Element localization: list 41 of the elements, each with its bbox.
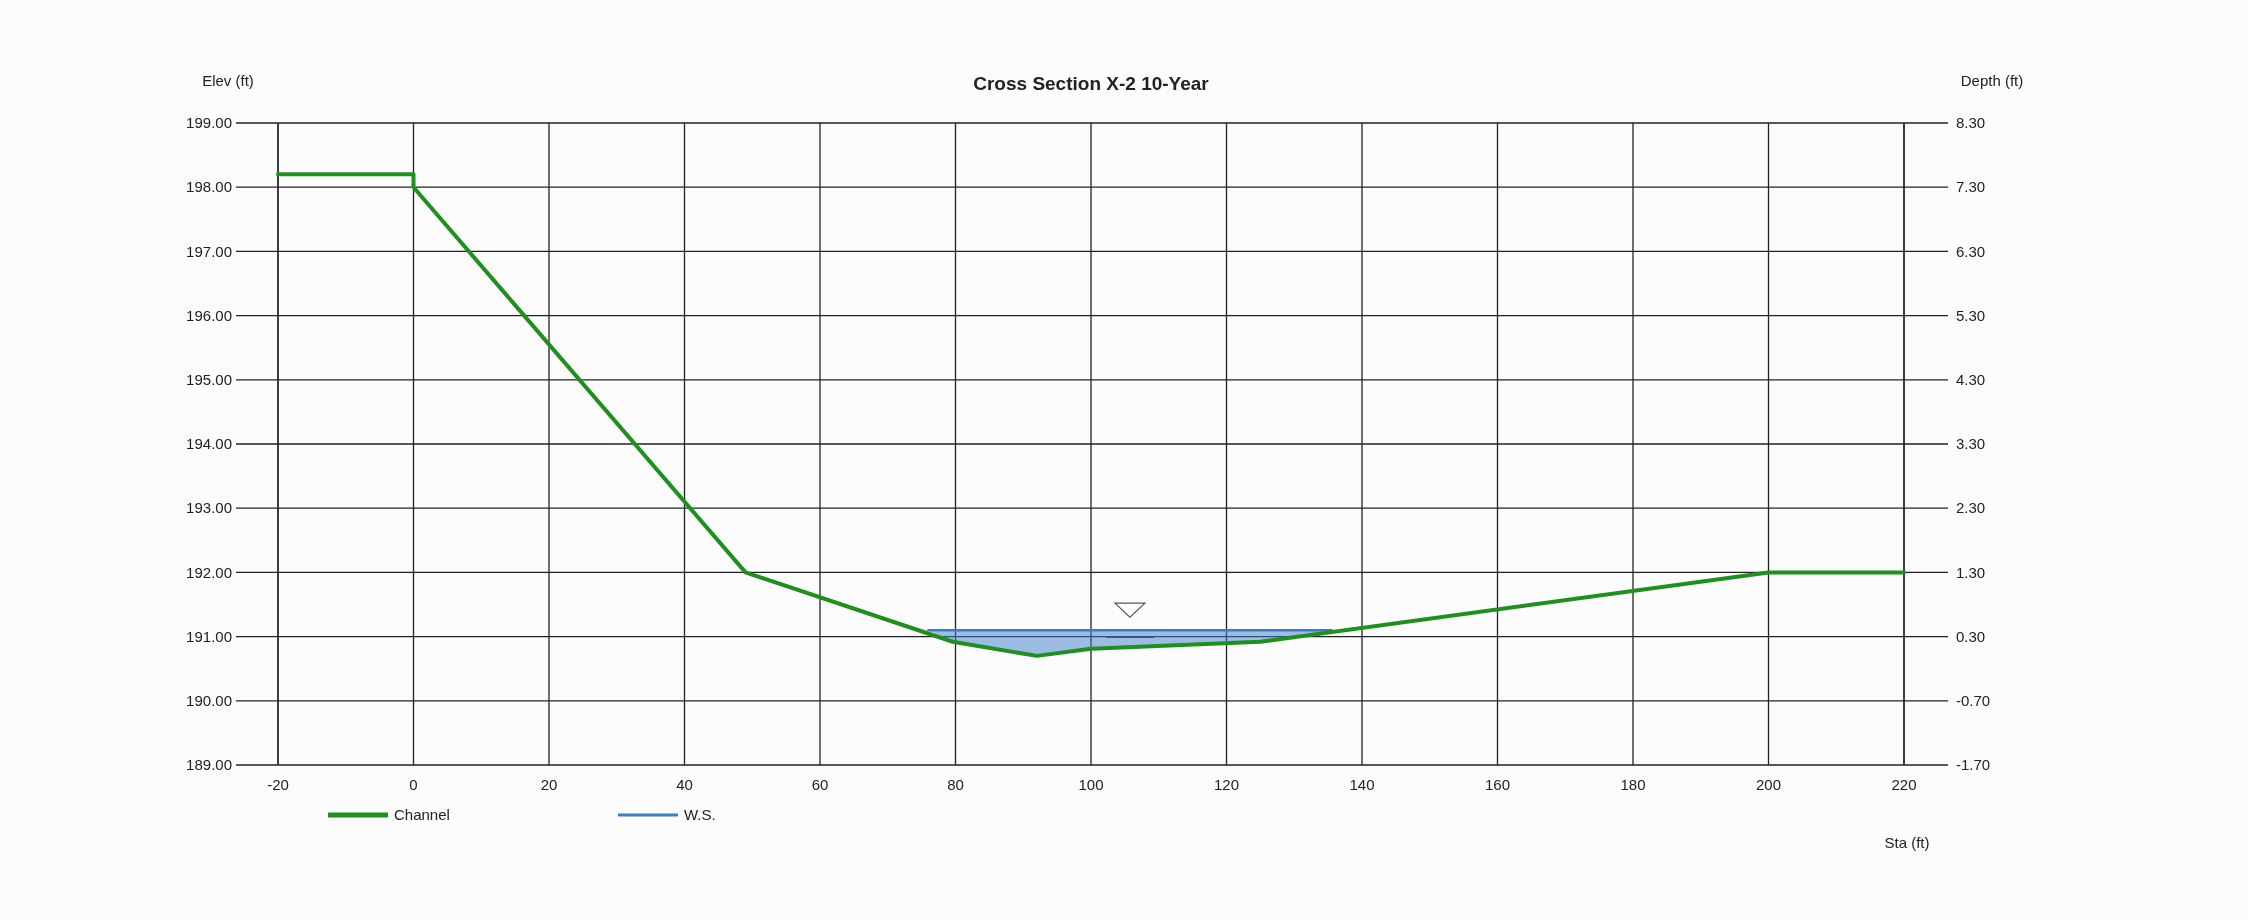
legend-label: W.S. [684, 806, 716, 824]
y-tick-label: 194.00 [186, 435, 232, 453]
y2-tick-label: 6.30 [1956, 242, 1986, 260]
x-tick-label: 140 [1349, 776, 1375, 793]
y-tick-label: 195.00 [186, 371, 232, 389]
y-tick-label: 192.00 [186, 563, 232, 581]
y2-tick-label: 5.30 [1956, 306, 1986, 324]
y-tick-label: 191.00 [186, 627, 232, 645]
x-tick-label: 60 [811, 776, 829, 793]
x-tick-label: 100 [1078, 776, 1104, 793]
x-axis-title: Sta (ft) [1884, 834, 1930, 851]
y2-tick-label: -1.70 [1956, 756, 1991, 774]
y2-tick-label: 8.30 [1956, 114, 1986, 132]
x-tick-label: 80 [947, 776, 964, 793]
x-tick-label: 200 [1755, 776, 1782, 793]
x-tick-label: 120 [1213, 776, 1240, 793]
y-tick-label: 197.00 [186, 242, 232, 260]
y2-tick-label: -0.70 [1956, 692, 1991, 710]
legend-label: Channel [394, 806, 450, 824]
y2-tick-label: 0.30 [1956, 627, 1986, 645]
x-tick-label: 20 [540, 776, 558, 793]
y-tick-label: 198.00 [186, 178, 232, 196]
chart-title: Cross Section X-2 10-Year [973, 73, 1210, 94]
y2-tick-label: 3.30 [1956, 435, 1986, 453]
y2-axis-title: Depth (ft) [1960, 72, 2024, 89]
y2-tick-label: 7.30 [1956, 178, 1986, 196]
x-tick-label: 180 [1620, 776, 1646, 793]
x-tick-label: -20 [267, 776, 289, 793]
y-tick-label: 196.00 [186, 306, 232, 324]
y-tick-label: 190.00 [186, 692, 232, 710]
y-tick-label: 189.00 [186, 756, 232, 774]
x-tick-label: 220 [1891, 776, 1917, 793]
y-axis-title: Elev (ft) [202, 72, 254, 89]
y2-tick-label: 1.30 [1956, 563, 1986, 581]
y2-tick-label: 4.30 [1956, 371, 1986, 389]
x-tick-label: 160 [1484, 776, 1511, 793]
x-tick-label: 0 [409, 776, 418, 793]
y-tick-label: 193.00 [186, 499, 232, 517]
y2-tick-label: 2.30 [1956, 499, 1986, 517]
x-tick-label: 40 [676, 776, 693, 793]
y-tick-label: 199.00 [186, 114, 232, 132]
